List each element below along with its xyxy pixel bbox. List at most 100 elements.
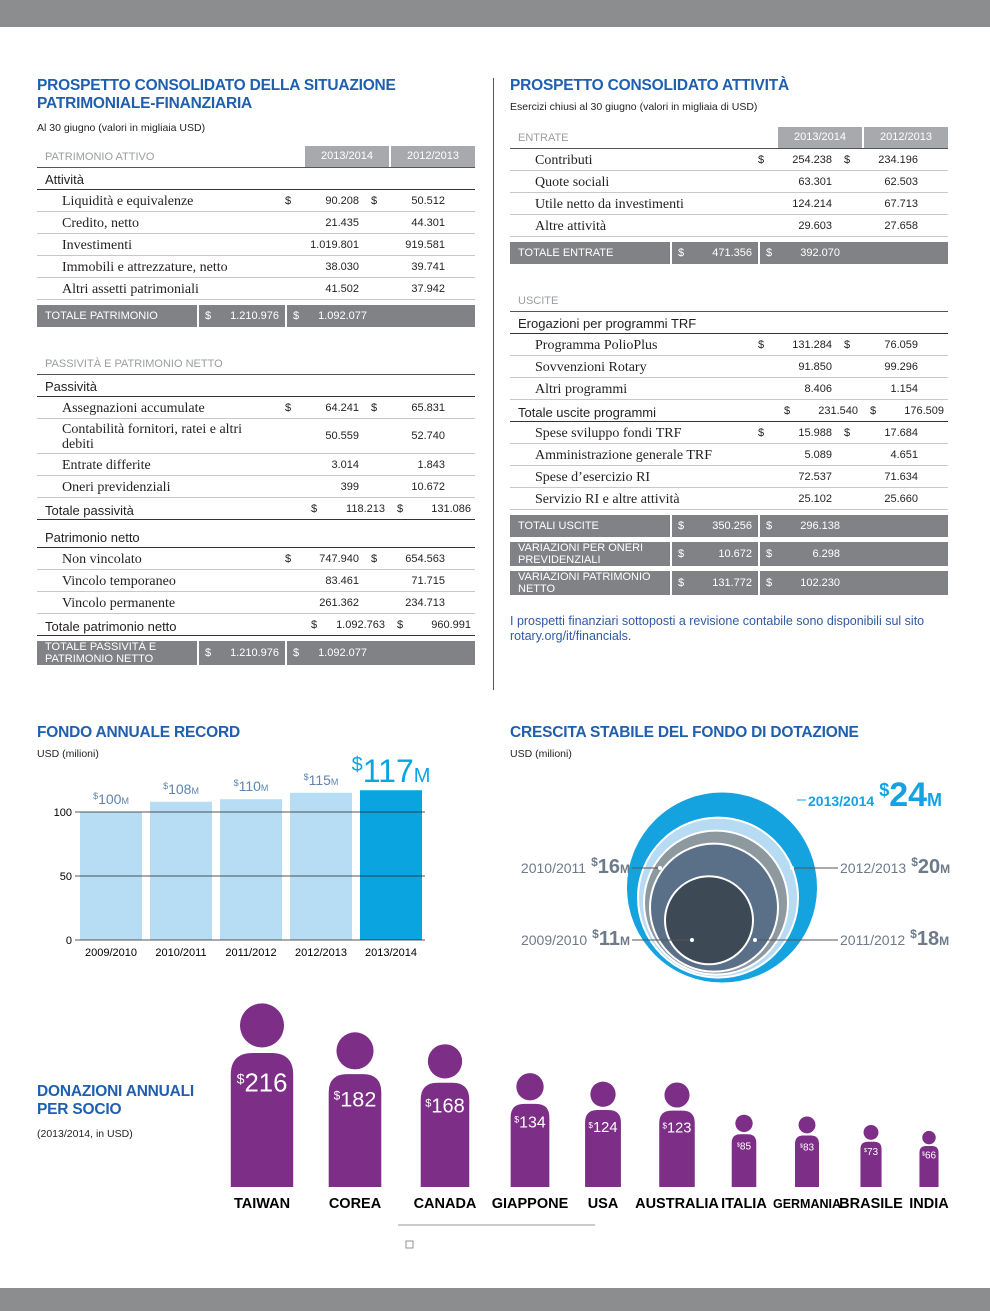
- table-header: USCITE: [510, 290, 948, 312]
- value-cell: $102.230: [758, 571, 844, 595]
- country-label: USA: [588, 1196, 619, 1212]
- value-cell: $17.684: [838, 422, 922, 443]
- person-body: [420, 1082, 470, 1187]
- value-cell: 67.713: [838, 193, 922, 214]
- person-head: [336, 1032, 374, 1070]
- row-label: Altri programmi: [535, 382, 628, 397]
- value-cell: 38.030: [279, 256, 363, 277]
- currency: $: [311, 618, 318, 631]
- bar: [290, 792, 352, 940]
- value-cell: $90.208: [279, 190, 363, 211]
- value-cell: $254.238: [752, 149, 836, 170]
- value-cell: 1.154: [838, 378, 922, 399]
- amount: 50.512: [411, 194, 445, 207]
- amount: 399: [340, 480, 359, 493]
- person-figure: [230, 1003, 294, 1187]
- amount: 25.102: [798, 492, 832, 505]
- amount: 39.741: [411, 260, 445, 273]
- row-label: Liquidità e equivalenze: [62, 194, 194, 209]
- chart-title: CRESCITA STABILE DEL FONDO DI DOTAZIONE: [510, 724, 859, 741]
- row-label: Vincolo permanente: [62, 596, 176, 611]
- amount: 65.831: [411, 401, 445, 414]
- country-label: BRASILE: [839, 1196, 903, 1212]
- table-row: Sovvenzioni Rotary 91.850 99.296: [510, 356, 948, 378]
- amount: 231.540: [818, 404, 858, 417]
- value-cell: 8.406: [752, 378, 836, 399]
- amount: 37.942: [411, 282, 445, 295]
- currency: $: [870, 404, 877, 417]
- year-label: 2013/2014: [808, 793, 874, 809]
- amount: 10.672: [411, 480, 445, 493]
- row-label: Contributi: [535, 153, 593, 168]
- row-heading: Erogazioni per programmi TRF: [510, 312, 948, 334]
- table-row: Assegnazioni accumulate $64.241 $65.831: [37, 397, 475, 419]
- person-figure: [420, 1044, 470, 1187]
- value-label: $20M: [911, 855, 950, 878]
- table-header: PATRIMONIO ATTIVO 2013/2014 2012/2013: [37, 146, 475, 168]
- table-row: Liquidità e equivalenze $90.208 $50.512: [37, 190, 475, 212]
- value-cell: 91.850: [752, 356, 836, 377]
- leader-dot: [690, 938, 694, 942]
- row-label: Non vincolato: [62, 552, 142, 567]
- row-label: TOTALE PASSIVITÀ E PATRIMONIO NETTO: [45, 641, 157, 665]
- currency: $: [371, 194, 378, 207]
- row-label: Quote sociali: [535, 175, 610, 190]
- person-body: [510, 1103, 550, 1187]
- header-label: PATRIMONIO ATTIVO: [45, 151, 155, 163]
- currency: $: [397, 502, 404, 515]
- bar: [150, 801, 212, 940]
- header-label: PASSIVITÀ E PATRIMONIO NETTO: [45, 358, 223, 370]
- circle-label: 2013/2014 $24M: [808, 776, 942, 814]
- country-label: CANADA: [414, 1196, 477, 1212]
- value-cell: $392.070: [758, 242, 844, 264]
- value-cell: 83.461: [279, 570, 363, 591]
- table-row: Investimenti 1.019.801 919.581: [37, 234, 475, 256]
- header-label: ENTRATE: [518, 132, 569, 144]
- value-cell: 25.102: [752, 488, 836, 509]
- amount: 52.740: [411, 430, 445, 442]
- person-head: [239, 1003, 285, 1048]
- table-row: Spese sviluppo fondi TRF $15.988 $17.684: [510, 422, 948, 444]
- amount: 15.988: [798, 426, 832, 439]
- section-title: PROSPETTO CONSOLIDATO ATTIVITÀ: [510, 77, 790, 94]
- currency: $: [678, 520, 685, 532]
- table-row: Contributi $254.238 $234.196: [510, 149, 948, 171]
- row-heading: Passività: [37, 375, 475, 397]
- table-row: Credito, netto 21.435 44.301: [37, 212, 475, 234]
- person-head: [798, 1116, 816, 1134]
- value-cell: $1.210.976: [197, 305, 283, 327]
- value-cell: $231.540: [778, 400, 862, 421]
- amount: 1.092.763: [336, 618, 385, 631]
- x-tick-label: 2011/2012: [225, 947, 276, 959]
- amount: 27.658: [884, 219, 918, 232]
- value-cell: 99.296: [838, 356, 922, 377]
- table: PATRIMONIO ATTIVO 2013/2014 2012/2013 Attiv…: [37, 146, 475, 665]
- table-row: Vincolo permanente 261.362 234.713: [37, 592, 475, 614]
- amount: 17.684: [884, 426, 918, 439]
- person-figure: [328, 1032, 382, 1187]
- currency: $: [371, 401, 378, 414]
- circle-label: 2009/2010 $11M: [521, 927, 630, 950]
- amount: 234.196: [878, 153, 918, 166]
- amount: 234.713: [405, 596, 445, 609]
- row-heading: Attività: [37, 168, 475, 190]
- value-label: $115M: [304, 772, 339, 788]
- country-label: GIAPPONE: [492, 1196, 569, 1212]
- leader-dot: [753, 938, 757, 942]
- value-cell: 1.843: [365, 454, 449, 475]
- circle-label: 2012/2013 $20M: [840, 855, 950, 878]
- table-row: TOTALE PATRIMONIO $1.210.976 $1.092.077: [37, 305, 475, 327]
- amount: 471.356: [712, 247, 752, 259]
- value-cell: 37.942: [365, 278, 449, 299]
- amount: 38.030: [325, 260, 359, 273]
- chart-subtitle: (2013/2014, in USD): [37, 1128, 133, 1140]
- value-cell: 10.672: [365, 476, 449, 497]
- currency: $: [766, 520, 773, 532]
- currency: $: [844, 338, 851, 351]
- row-label: Servizio RI e altre attività: [535, 492, 680, 507]
- country-label: COREA: [329, 1196, 382, 1212]
- x-tick-label: 2012/2013: [295, 947, 347, 959]
- value-label: $24M: [879, 776, 942, 814]
- person-figure: [860, 1124, 882, 1187]
- row-heading: Patrimonio netto: [37, 526, 475, 548]
